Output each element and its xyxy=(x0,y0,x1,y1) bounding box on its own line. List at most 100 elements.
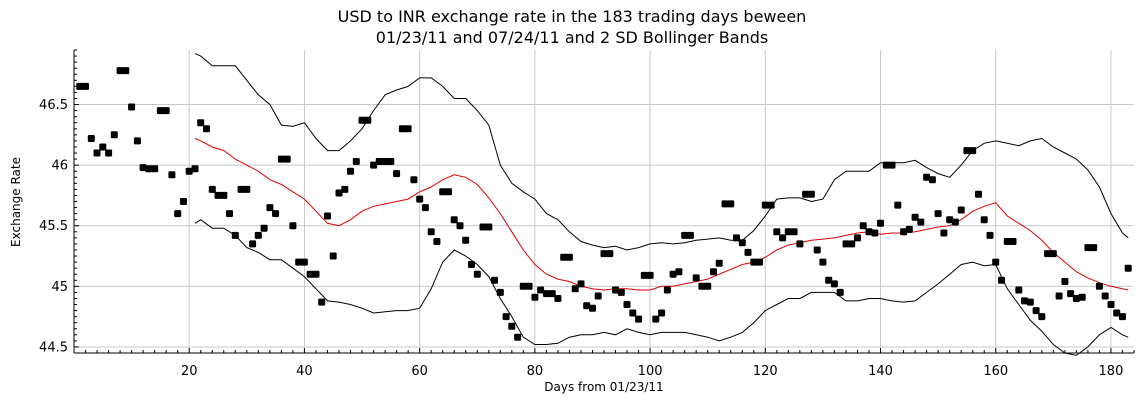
data-point xyxy=(410,176,418,184)
data-point xyxy=(231,231,239,239)
data-point xyxy=(208,185,216,193)
data-point xyxy=(468,261,475,268)
data-point xyxy=(842,240,850,248)
data-point xyxy=(433,238,441,245)
data-point xyxy=(761,201,769,209)
data-point xyxy=(600,250,608,258)
y-tick-label: 45.5 xyxy=(39,219,68,234)
chart-title-line-1: USD to INR exchange rate in the 183 trad… xyxy=(337,7,807,26)
x-tick-label: 60 xyxy=(411,364,428,379)
moving-average-line xyxy=(194,138,1129,291)
data-point xyxy=(589,304,596,312)
data-point xyxy=(416,195,424,203)
data-point xyxy=(421,204,429,212)
data-point xyxy=(715,259,723,267)
data-point xyxy=(185,167,193,175)
data-point xyxy=(663,286,671,294)
data-point xyxy=(254,231,262,239)
data-point xyxy=(266,204,274,212)
data-point xyxy=(825,276,833,284)
data-point xyxy=(807,190,815,198)
data-point xyxy=(767,201,775,209)
data-point xyxy=(617,288,625,296)
data-point xyxy=(1095,282,1103,290)
data-point xyxy=(1032,307,1040,315)
data-point xyxy=(1003,238,1011,245)
data-point xyxy=(537,286,545,294)
data-point xyxy=(905,225,913,233)
data-point xyxy=(237,185,245,193)
data-point xyxy=(283,155,291,163)
data-point xyxy=(508,322,516,330)
data-point xyxy=(116,67,124,75)
data-point xyxy=(1067,290,1075,298)
data-point xyxy=(790,228,798,236)
data-point xyxy=(865,228,873,236)
data-point xyxy=(387,158,395,165)
data-point xyxy=(519,282,527,290)
data-point xyxy=(704,282,712,290)
data-point xyxy=(1038,313,1046,321)
data-point xyxy=(1124,264,1132,272)
data-point xyxy=(750,258,758,266)
data-point xyxy=(733,234,740,242)
data-point xyxy=(220,191,228,199)
data-point xyxy=(669,270,677,278)
data-point xyxy=(375,158,383,165)
data-point xyxy=(295,258,303,266)
data-point xyxy=(957,206,965,214)
data-point xyxy=(260,224,268,232)
data-point xyxy=(105,149,113,157)
data-point xyxy=(646,271,654,279)
y-axis-ticks: 44.5 45 45.5 46 46.5 xyxy=(39,49,79,355)
x-tick-label: 140 xyxy=(868,364,893,379)
data-point xyxy=(951,218,959,226)
data-point xyxy=(502,313,510,321)
data-point xyxy=(727,200,735,208)
data-point xyxy=(756,258,763,266)
data-point xyxy=(986,231,994,239)
data-point xyxy=(197,119,205,127)
data-point xyxy=(652,315,660,323)
data-point xyxy=(462,236,470,244)
data-point xyxy=(122,67,130,75)
data-point xyxy=(692,274,700,282)
data-point xyxy=(640,271,648,279)
data-point xyxy=(99,143,107,151)
data-point xyxy=(658,309,666,317)
data-point xyxy=(393,170,401,178)
data-point xyxy=(473,270,481,278)
data-point xyxy=(203,125,210,133)
lower-band-line xyxy=(194,219,1129,356)
data-point xyxy=(364,116,372,124)
data-point xyxy=(226,210,233,218)
data-point xyxy=(145,165,153,173)
data-point xyxy=(888,161,896,169)
bollinger-bands xyxy=(194,53,1129,356)
y-tick-label: 44.5 xyxy=(39,340,68,355)
data-point xyxy=(180,198,187,205)
data-point xyxy=(1021,297,1028,305)
x-tick-label: 20 xyxy=(181,364,198,379)
data-point xyxy=(859,222,867,230)
data-point xyxy=(352,158,360,165)
data-point xyxy=(738,239,746,247)
data-point xyxy=(721,200,729,208)
data-point xyxy=(427,228,435,236)
data-point xyxy=(439,188,447,196)
x-axis-label: Days from 01/23/11 xyxy=(544,380,663,394)
x-tick-label: 180 xyxy=(1099,364,1124,379)
data-point xyxy=(836,288,844,296)
data-point xyxy=(612,286,619,294)
data-point xyxy=(272,210,280,218)
data-point xyxy=(133,137,141,145)
y-tick-label: 45 xyxy=(51,280,68,295)
data-point xyxy=(1072,295,1080,302)
data-point xyxy=(969,147,977,155)
data-point xyxy=(698,282,706,290)
x-tick-label: 100 xyxy=(638,364,663,379)
data-point xyxy=(110,131,118,139)
upper-band-line xyxy=(194,53,1129,251)
data-point xyxy=(525,282,533,290)
data-point xyxy=(445,188,452,196)
